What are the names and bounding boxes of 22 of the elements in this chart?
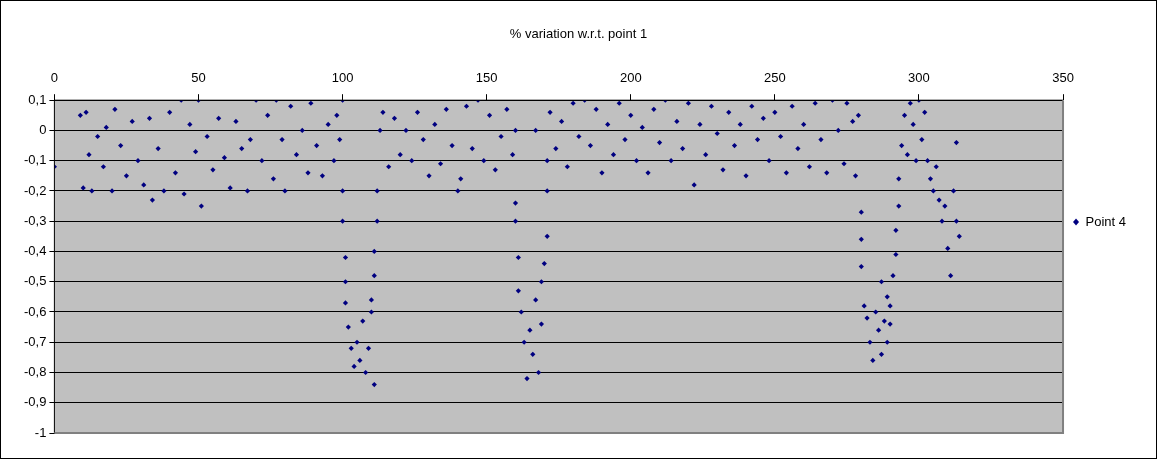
- y-tick-label: -1: [34, 424, 47, 440]
- x-tick-label: 200: [619, 69, 642, 85]
- y-tick-label: -0,5: [23, 273, 47, 289]
- x-tick-label: 100: [331, 69, 354, 85]
- y-tick-label: -0,3: [23, 212, 47, 228]
- y-tick-label: 0,1: [28, 91, 47, 107]
- chart-title: % variation w.r.t. point 1: [509, 26, 648, 42]
- y-tick-label: -0,7: [23, 333, 47, 349]
- x-tick-label: 150: [475, 69, 498, 85]
- y-tick-label: -0,2: [23, 182, 47, 198]
- x-tick-label: 350: [1052, 69, 1074, 85]
- x-tick-label: 300: [908, 69, 930, 85]
- y-tick-label: -0,4: [23, 243, 47, 259]
- x-tick-label: 250: [764, 69, 786, 85]
- y-tick-label: -0,1: [23, 152, 47, 168]
- x-tick-label: 50: [191, 69, 206, 85]
- x-tick-label: 0: [50, 69, 59, 85]
- y-tick-label: -0,6: [23, 303, 47, 319]
- legend-label: Point 4: [1085, 213, 1127, 229]
- y-tick-label: 0: [39, 122, 47, 138]
- y-tick-label: -0,8: [23, 364, 47, 380]
- y-tick-label: -0,9: [23, 394, 47, 410]
